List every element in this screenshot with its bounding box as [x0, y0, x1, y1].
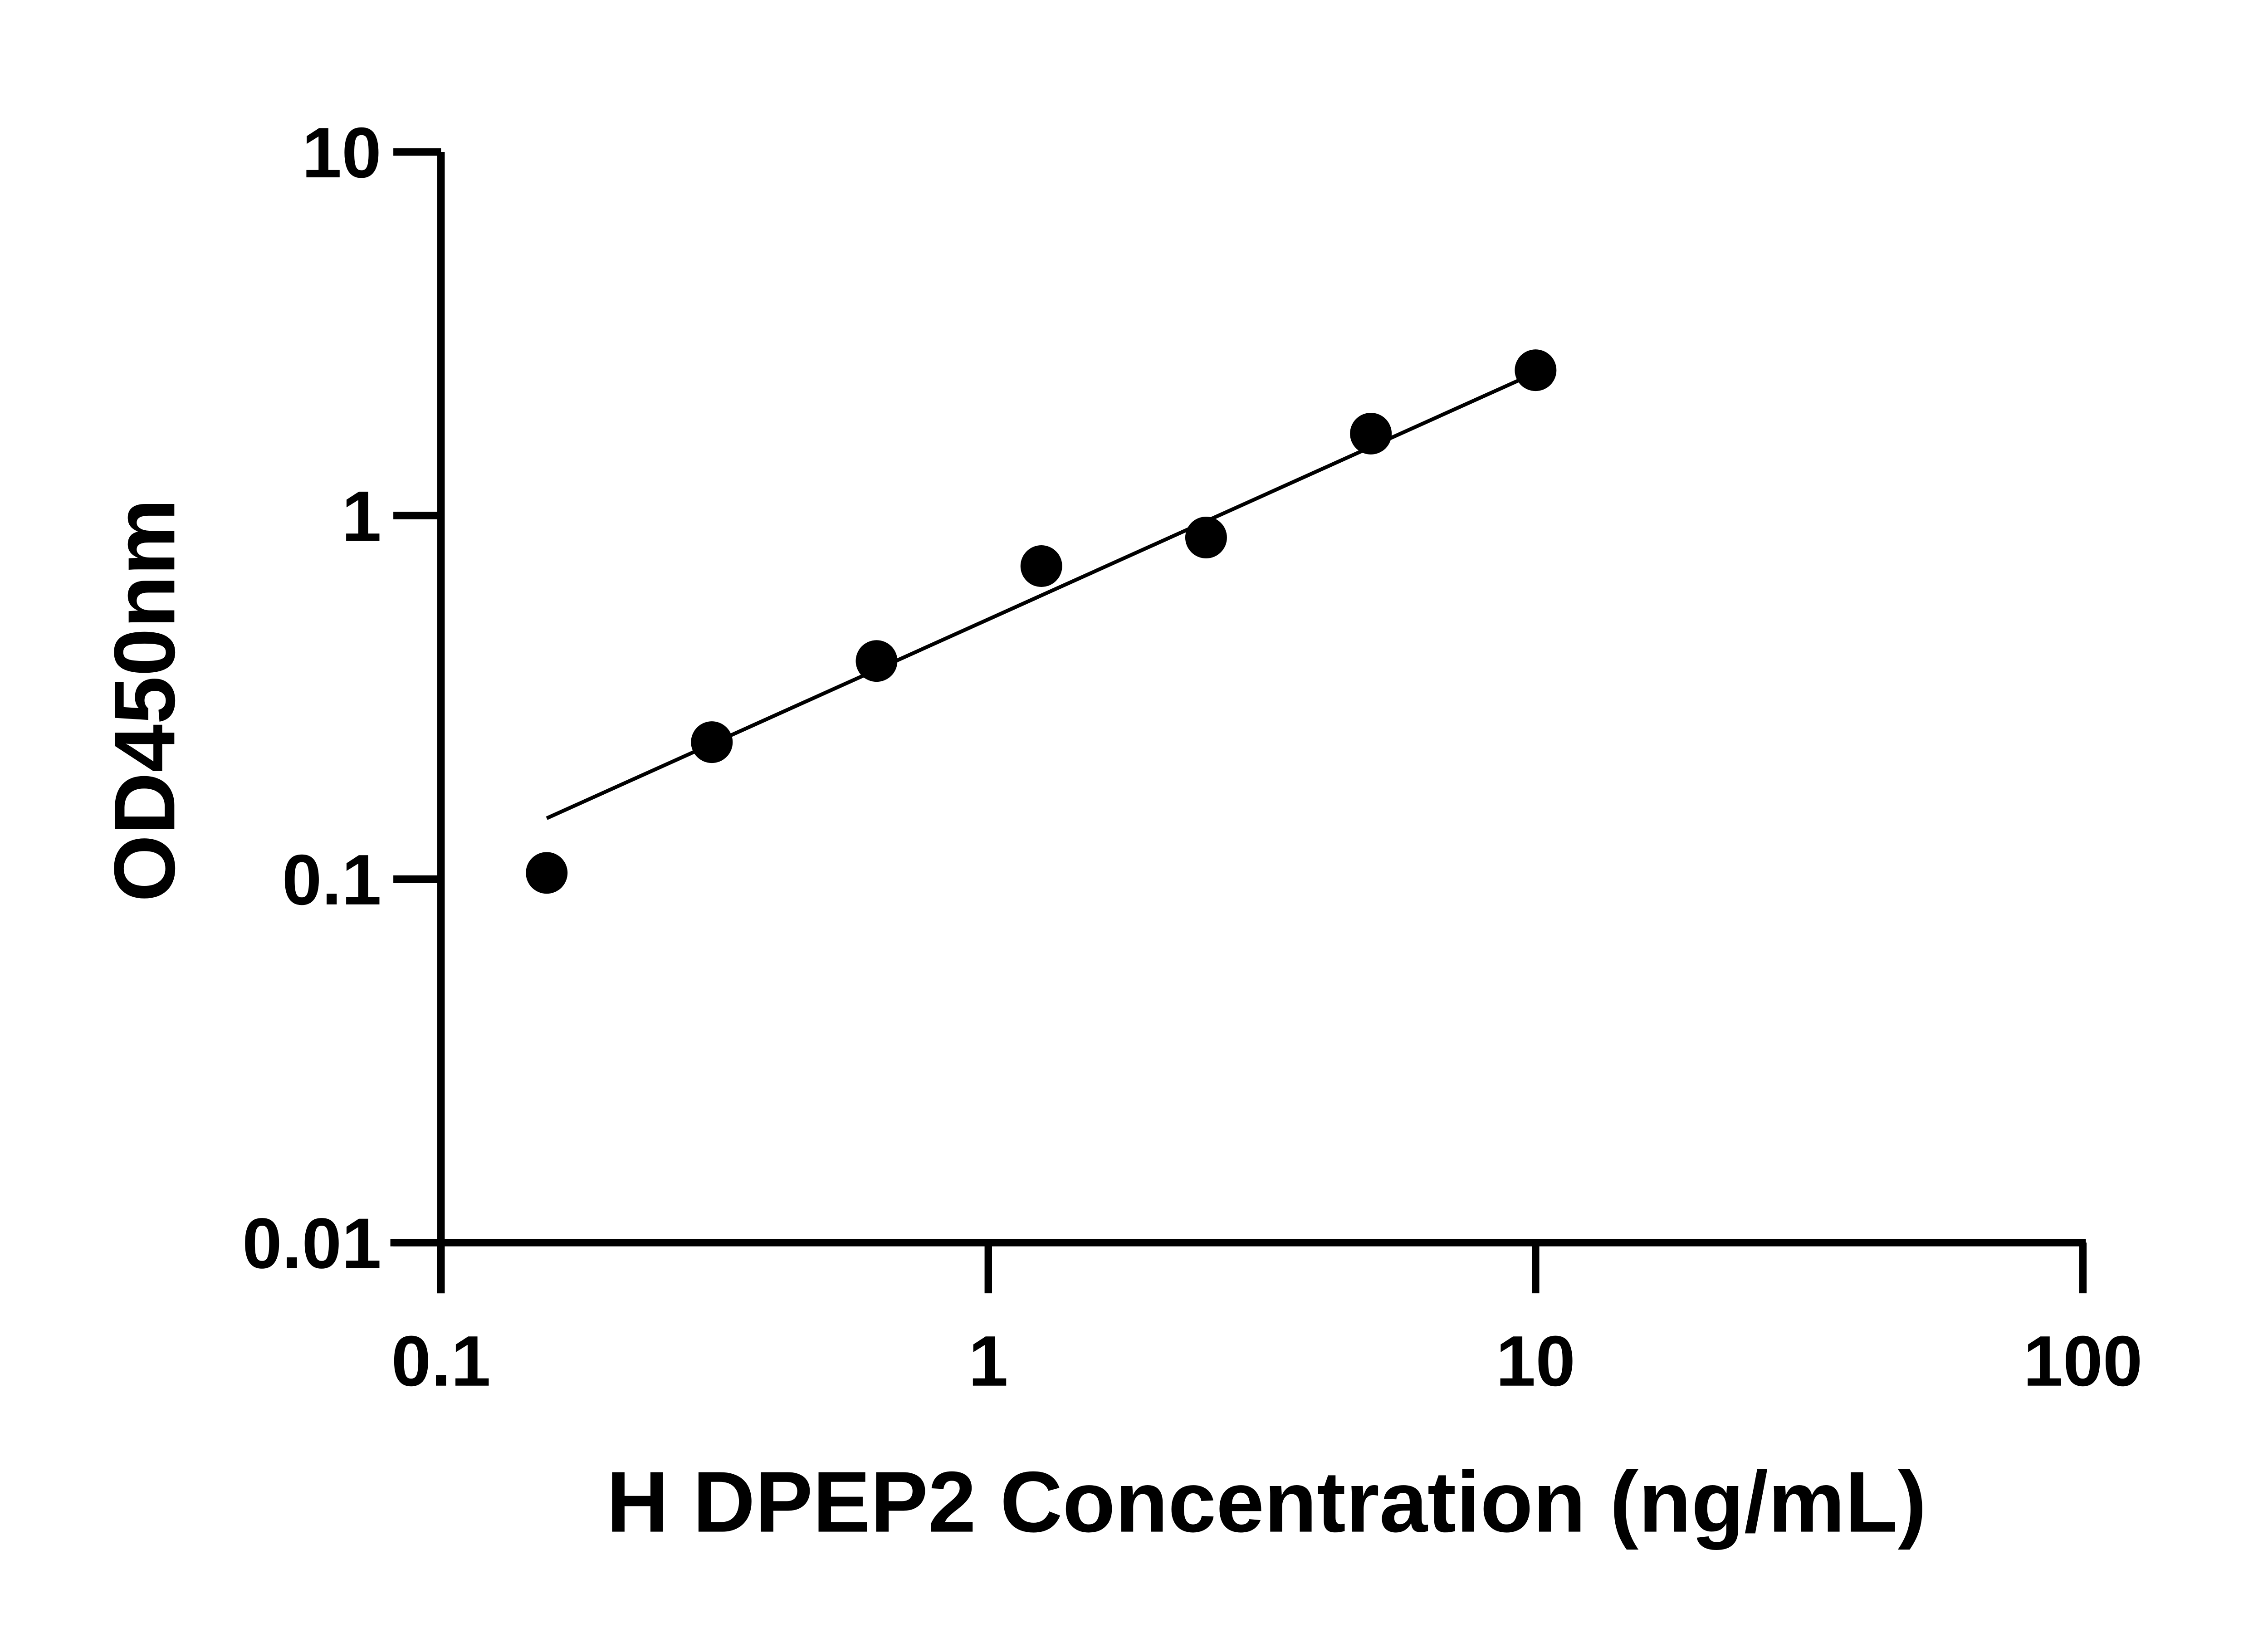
x-tick-label: 10	[1496, 1321, 1575, 1401]
y-tick-label: 0.01	[242, 1203, 381, 1283]
data-point	[1185, 516, 1227, 558]
y-tick-label: 10	[302, 113, 381, 193]
y-tick-label: 0.1	[282, 840, 381, 920]
x-axis-label: H DPEP2 Concentration (ng/mL)	[606, 1454, 1927, 1550]
data-point	[1515, 349, 1557, 391]
x-tick-label: 1	[968, 1321, 1008, 1401]
data-point	[1350, 412, 1392, 455]
data-points	[526, 349, 1557, 894]
y-axis-label: OD450nm	[97, 499, 193, 902]
x-tick-label: 0.1	[391, 1321, 491, 1401]
y-tick-label: 1	[342, 476, 381, 556]
data-point	[691, 721, 733, 763]
data-point	[855, 640, 898, 682]
data-point	[1020, 545, 1062, 587]
x-tick-label: 100	[2023, 1321, 2142, 1401]
data-point	[526, 852, 568, 894]
